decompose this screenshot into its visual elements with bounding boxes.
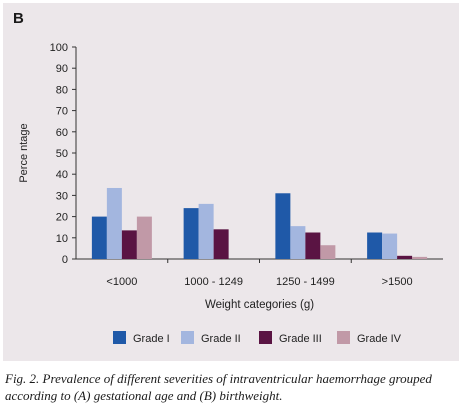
y-tick-label: 20 — [56, 212, 68, 224]
bar — [320, 245, 336, 259]
legend-swatch — [113, 331, 126, 344]
y-tick-label: 10 — [56, 233, 68, 245]
legend-label: Grade III — [279, 333, 322, 345]
y-tick-label: 60 — [56, 127, 68, 139]
bar — [275, 193, 291, 259]
bar-chart: 0 10 20 30 40 50 60 70 80 90 100 Perce ntage <1000 10… — [18, 42, 443, 345]
bar — [382, 233, 398, 259]
x-tick-label: <1000 — [106, 276, 137, 288]
legend-label: Grade I — [133, 333, 170, 345]
y-tick-label: 80 — [56, 84, 68, 96]
x-tick-label: >1500 — [382, 276, 413, 288]
bar — [305, 232, 321, 259]
y-tick-label: 40 — [56, 169, 68, 181]
legend-swatch — [337, 331, 350, 344]
bar — [367, 232, 383, 259]
bar — [106, 187, 122, 259]
bar — [121, 230, 137, 259]
y-tick-label: 50 — [56, 148, 68, 160]
x-axis-label: Weight categories (g) — [205, 299, 314, 311]
x-tick-label: 1000 - 1249 — [184, 276, 243, 288]
y-tick-label: 90 — [56, 63, 68, 75]
bar — [412, 256, 428, 259]
y-tick-label: 100 — [50, 42, 68, 54]
legend-swatch — [259, 331, 272, 344]
y-tick-label: 30 — [56, 190, 68, 202]
figure-panel: B 0 10 20 30 40 50 60 70 80 90 100 Perce ntage <1000… — [3, 3, 459, 361]
bar — [198, 203, 214, 259]
bar — [183, 208, 199, 259]
bar — [213, 229, 229, 259]
bar — [136, 216, 152, 259]
y-axis-label: Perce ntage — [18, 123, 30, 182]
x-tick-label: 1250 - 1499 — [276, 276, 335, 288]
legend-label: Grade II — [201, 333, 241, 345]
figure-caption: Fig. 2. Prevalence of different severiti… — [5, 371, 432, 403]
bar — [91, 216, 107, 259]
legend-swatch — [181, 331, 194, 344]
y-tick-label: 70 — [56, 106, 68, 118]
legend-label: Grade IV — [357, 333, 402, 345]
bar — [290, 226, 306, 259]
y-tick-label: 0 — [62, 254, 68, 266]
bar — [397, 255, 413, 259]
panel-label: B — [13, 10, 24, 27]
